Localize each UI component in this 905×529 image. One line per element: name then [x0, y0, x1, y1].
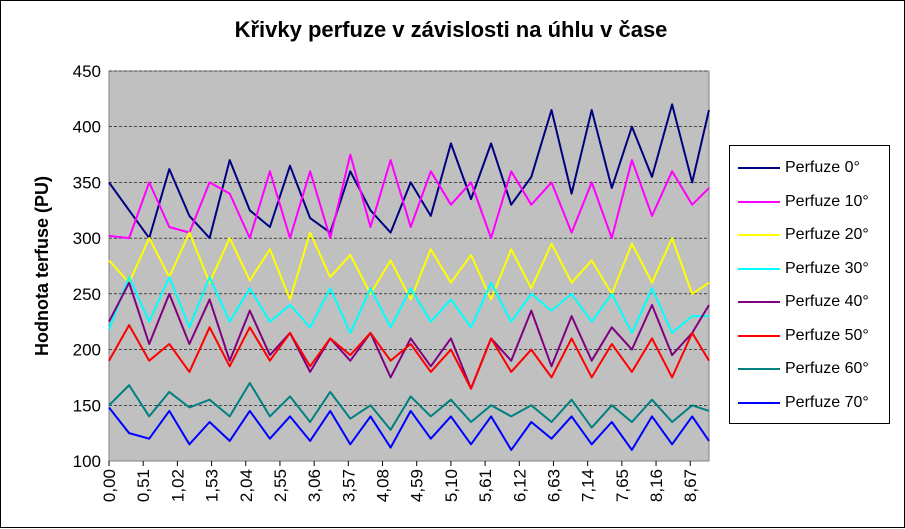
- legend-label: Perfuze 0°: [785, 159, 860, 176]
- x-tick-label: 3,06: [305, 469, 324, 502]
- series-line-5: [108, 324, 710, 390]
- legend-item: Perfuze 0°: [730, 158, 889, 178]
- y-tick-label: 350: [73, 173, 101, 192]
- legend-swatch: [738, 401, 780, 404]
- legend-item: Perfuze 20°: [730, 225, 889, 245]
- legend-label: Perfuze 10°: [785, 192, 869, 210]
- y-tick-label: 150: [73, 396, 101, 415]
- legend-label: Perfuze 60°: [785, 360, 869, 377]
- x-tick-label: 4,08: [374, 469, 393, 502]
- chart-title: Křivky perfuze v závislosti na úhlu v ča…: [234, 17, 668, 42]
- x-tick-label: 1,53: [203, 469, 222, 502]
- x-tick-label: 7,14: [579, 469, 598, 502]
- x-tick-label: 0,00: [100, 469, 119, 502]
- x-tick-label: 2,04: [237, 469, 256, 502]
- series-line-0: [108, 103, 710, 240]
- y-tick-label: 200: [73, 341, 101, 360]
- legend-label: Perfuze 20°: [785, 226, 869, 243]
- x-tick-label: 5,61: [476, 469, 495, 502]
- legend-item: Perfuze 40°: [730, 292, 889, 312]
- y-tick-label: 100: [73, 452, 101, 471]
- legend-swatch: [738, 234, 780, 236]
- y-tick-label: 400: [73, 118, 101, 137]
- y-tick-label: 450: [73, 62, 101, 81]
- x-tick-label: 4,59: [408, 469, 427, 502]
- series-lines: [108, 103, 710, 451]
- legend-swatch: [738, 267, 780, 270]
- x-tick-label: 6,12: [510, 469, 529, 502]
- legend-item: Perfuze 50°: [730, 326, 889, 346]
- x-tick-label: 8,67: [681, 469, 700, 502]
- series-line-6: [108, 382, 710, 431]
- legend-label: Perfuze 40°: [785, 293, 869, 310]
- x-tick-label: 5,10: [442, 469, 461, 502]
- legend-swatch: [738, 301, 780, 303]
- legend-item: Perfuze 10°: [730, 192, 889, 212]
- series-line-4: [108, 281, 710, 390]
- y-axis-ticks: 100 150 200 250 300 350 400 450: [73, 62, 101, 471]
- gridlines: [109, 70, 709, 406]
- x-tick-label: 0,51: [134, 469, 153, 502]
- y-tick-label: 250: [73, 285, 101, 304]
- y-tick-label: 300: [73, 229, 101, 248]
- x-axis-ticks: 0,00 0,51 1,02 1,53 2,04 2,55 3,06 3,57 4,08 4,59…: [100, 461, 700, 502]
- x-tick-label: 6,63: [544, 469, 563, 502]
- x-tick-label: 8,16: [647, 469, 666, 502]
- legend-swatch: [738, 200, 780, 203]
- series-line-3: [108, 276, 709, 334]
- plot-area: [108, 70, 710, 462]
- x-tick-label: 1,02: [168, 469, 187, 502]
- legend: Perfuze 0° Perfuze 10° Perfuze 20° Perfuze …: [729, 145, 890, 424]
- legend-item: Perfuze 60°: [730, 359, 889, 379]
- legend-item: Perfuze 30°: [730, 259, 889, 279]
- legend-item: Perfuze 70°: [730, 393, 889, 413]
- x-tick-label: 2,55: [271, 469, 290, 502]
- y-axis-label: Hodnota terfuse (PU): [32, 176, 52, 356]
- legend-swatch: [738, 167, 780, 169]
- legend-swatch: [738, 334, 780, 337]
- x-tick-label: 7,65: [613, 469, 632, 502]
- x-tick-label: 3,57: [339, 469, 358, 502]
- legend-label: Perfuze 70°: [785, 393, 869, 411]
- legend-label: Perfuze 30°: [785, 259, 869, 277]
- series-line-7: [108, 406, 710, 451]
- series-line-1: [108, 153, 710, 240]
- legend-label: Perfuze 50°: [785, 326, 869, 344]
- legend-swatch: [738, 368, 780, 370]
